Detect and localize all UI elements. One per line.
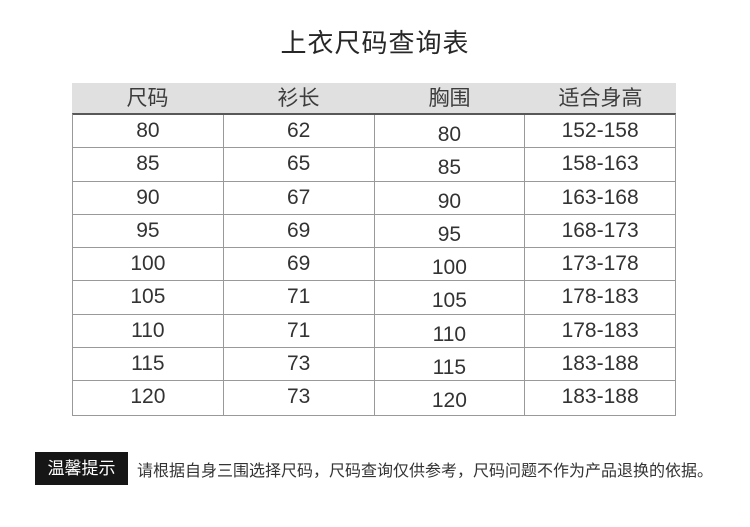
table-body: 80 62 80 152-158 85 65 85 158-163 90 67 … <box>72 113 676 416</box>
table-row: 90 67 90 163-168 <box>73 181 675 215</box>
table-cell: 80 <box>375 115 526 148</box>
table-row: 110 71 110 178-183 <box>73 314 675 349</box>
table-cell: 178-183 <box>561 285 639 309</box>
table-cell: 85 <box>375 148 526 181</box>
table-cell: 110 <box>73 314 224 348</box>
table-cell: 71 <box>224 314 375 348</box>
table-cell: 120 <box>73 381 224 415</box>
table-cell: 152-158 <box>561 119 639 142</box>
table-cell: 80 <box>73 115 224 148</box>
table-cell: 183-188 <box>561 352 639 376</box>
table-cell: 163-168 <box>561 185 639 209</box>
table-cell: 158-163 <box>561 152 639 176</box>
table-cell: 65 <box>224 148 375 181</box>
table-row: 95 69 95 168-173 <box>73 214 675 249</box>
table-cell: 69 <box>224 248 375 281</box>
table-cell: 67 <box>224 181 375 214</box>
table-row: 105 71 105 178-183 <box>73 281 675 315</box>
table-cell: 73 <box>224 381 375 415</box>
table-cell: 105 <box>375 281 526 314</box>
table-cell: 168-173 <box>561 218 639 242</box>
table-cell: 85 <box>73 148 224 181</box>
table-cell: 110 <box>375 314 526 348</box>
table-cell: 71 <box>224 281 375 314</box>
notice-label-badge: 温馨提示 <box>35 452 128 485</box>
column-header-chest: 胸围 <box>428 87 471 110</box>
notice-text: 请根据自身三围选择尺码，尺码查询仅供参考，尺码问题不作为产品退换的依据。 <box>137 462 714 480</box>
table-cell: 62 <box>224 115 375 148</box>
table-cell: 178-183 <box>561 318 639 342</box>
table-cell: 183-188 <box>561 385 639 409</box>
table-cell: 115 <box>375 348 526 381</box>
table-row: 115 73 115 183-188 <box>73 348 675 382</box>
table-cell: 90 <box>73 181 224 214</box>
table-row: 100 69 100 173-178 <box>73 248 675 282</box>
table-row: 80 62 80 152-158 <box>73 115 675 149</box>
table-cell: 69 <box>224 214 375 248</box>
table-cell: 73 <box>224 348 375 381</box>
column-header-shirt-length: 衫长 <box>277 87 320 110</box>
table-cell: 90 <box>375 181 526 214</box>
table-row: 120 73 120 183-188 <box>73 381 675 415</box>
notice-bar: 温馨提示 请根据自身三围选择尺码，尺码查询仅供参考，尺码问题不作为产品退换的依据… <box>35 452 713 485</box>
table-cell: 95 <box>73 214 224 248</box>
table-cell: 173-178 <box>561 252 639 276</box>
table-cell: 115 <box>73 348 224 381</box>
column-header-height-range: 适合身高 <box>558 87 643 110</box>
table-row: 85 65 85 158-163 <box>73 148 675 182</box>
table-cell: 105 <box>73 281 224 314</box>
page-title: 上衣尺码查询表 <box>280 28 470 58</box>
table-header-row: 尺码 衫长 胸围 适合身高 <box>72 83 676 113</box>
size-chart-table: 尺码 衫长 胸围 适合身高 80 62 80 152-158 85 65 85 … <box>72 83 676 416</box>
table-cell: 120 <box>375 381 526 415</box>
table-cell: 100 <box>375 248 526 281</box>
table-cell: 100 <box>73 248 224 281</box>
table-cell: 95 <box>375 214 526 248</box>
column-header-size: 尺码 <box>126 87 169 110</box>
